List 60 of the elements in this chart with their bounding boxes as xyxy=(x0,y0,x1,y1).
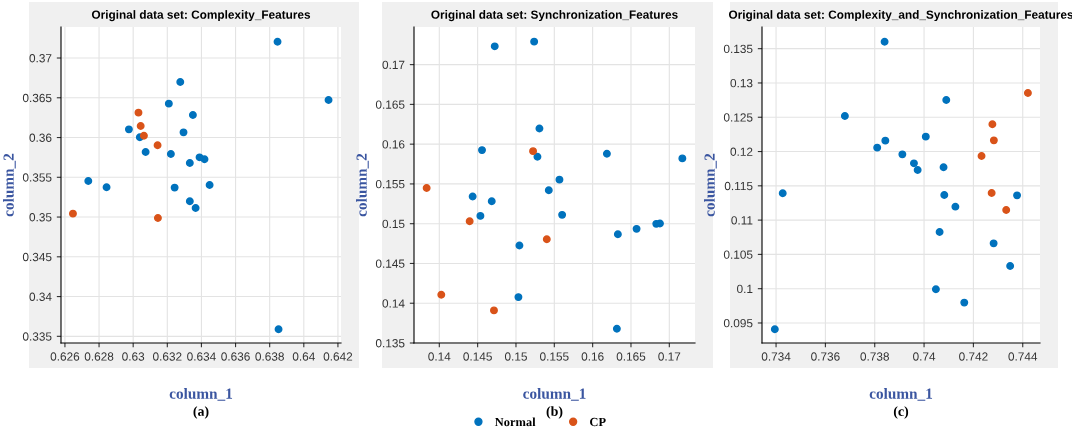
y-tick-label: 0.35 xyxy=(29,213,52,222)
x-tick-label: 0.145 xyxy=(463,352,492,361)
legend-label: Normal xyxy=(494,417,536,427)
x-axis-title: column_1 xyxy=(169,388,233,401)
x-tick-label: 0.165 xyxy=(616,352,646,361)
x-tick-label: 0.628 xyxy=(84,352,114,361)
y-tick-label: 0.16 xyxy=(382,140,405,149)
y-tick-label: 0.115 xyxy=(724,181,753,191)
y-tick-label: 0.095 xyxy=(723,319,753,328)
y-tick-label: 0.145 xyxy=(375,259,405,268)
y-tick-label: 0.155 xyxy=(375,179,405,189)
y-axis-title: column_2 xyxy=(3,153,16,217)
x-tick-label: 0.15 xyxy=(504,352,527,361)
y-tick-label: 0.365 xyxy=(22,93,52,103)
y-tick-label: 0.36 xyxy=(29,133,52,142)
y-axis-title: column_2 xyxy=(356,153,369,217)
y-tick-label: 0.12 xyxy=(730,147,753,156)
x-tick-label: 0.744 xyxy=(1008,352,1038,361)
y-tick-label: 0.105 xyxy=(723,250,753,259)
y-tick-label: 0.165 xyxy=(375,100,405,109)
x-tick-label: 0.638 xyxy=(255,352,284,361)
text: (a) xyxy=(193,406,209,419)
x-tick-label: 0.736 xyxy=(811,352,840,361)
y-tick-label: 0.34 xyxy=(29,292,52,301)
x-tick-label: 0.642 xyxy=(323,352,353,361)
legend-label: CP xyxy=(590,417,606,427)
text: (c) xyxy=(893,406,909,419)
x-tick-label: 0.634 xyxy=(187,352,216,361)
x-axis-title: column_1 xyxy=(869,388,933,401)
y-tick-label: 0.15 xyxy=(382,219,405,229)
y-tick-label: 0.335 xyxy=(22,332,52,341)
x-tick-label: 0.17 xyxy=(658,352,681,361)
chart-title: Original data set: Complexity_Features xyxy=(91,10,311,22)
y-tick-label: 0.17 xyxy=(382,60,405,70)
x-tick-label: 0.636 xyxy=(221,352,250,361)
x-tick-label: 0.626 xyxy=(50,352,80,361)
y-tick-label: 0.355 xyxy=(22,173,52,182)
x-tick-label: 0.734 xyxy=(761,352,791,361)
y-tick-label: 0.345 xyxy=(22,252,52,262)
x-tick-label: 0.14 xyxy=(428,352,451,361)
y-tick-label: 0.37 xyxy=(29,54,52,63)
y-tick-label: 0.135 xyxy=(375,339,405,348)
x-tick-label: 0.64 xyxy=(292,352,315,361)
chart-title: Original data set: Synchronization_Features xyxy=(431,10,678,22)
x-tick-label: 0.63 xyxy=(122,352,145,361)
y-axis-title: column_2 xyxy=(704,153,717,217)
x-tick-label: 0.155 xyxy=(540,352,569,361)
y-tick-label: 0.135 xyxy=(723,44,753,54)
x-tick-label: 0.74 xyxy=(913,352,936,361)
x-axis-title: column_1 xyxy=(523,388,586,401)
text: (b) xyxy=(546,406,563,419)
y-tick-label: 0.125 xyxy=(723,113,753,122)
x-tick-label: 0.738 xyxy=(860,352,889,361)
x-tick-label: 0.632 xyxy=(152,352,182,361)
y-tick-label: 0.14 xyxy=(382,299,405,308)
y-tick-label: 0.1 xyxy=(737,284,753,294)
x-tick-label: 0.16 xyxy=(581,352,604,361)
y-tick-label: 0.11 xyxy=(731,216,753,225)
x-tick-label: 0.742 xyxy=(959,352,988,361)
y-tick-label: 0.13 xyxy=(730,78,753,88)
